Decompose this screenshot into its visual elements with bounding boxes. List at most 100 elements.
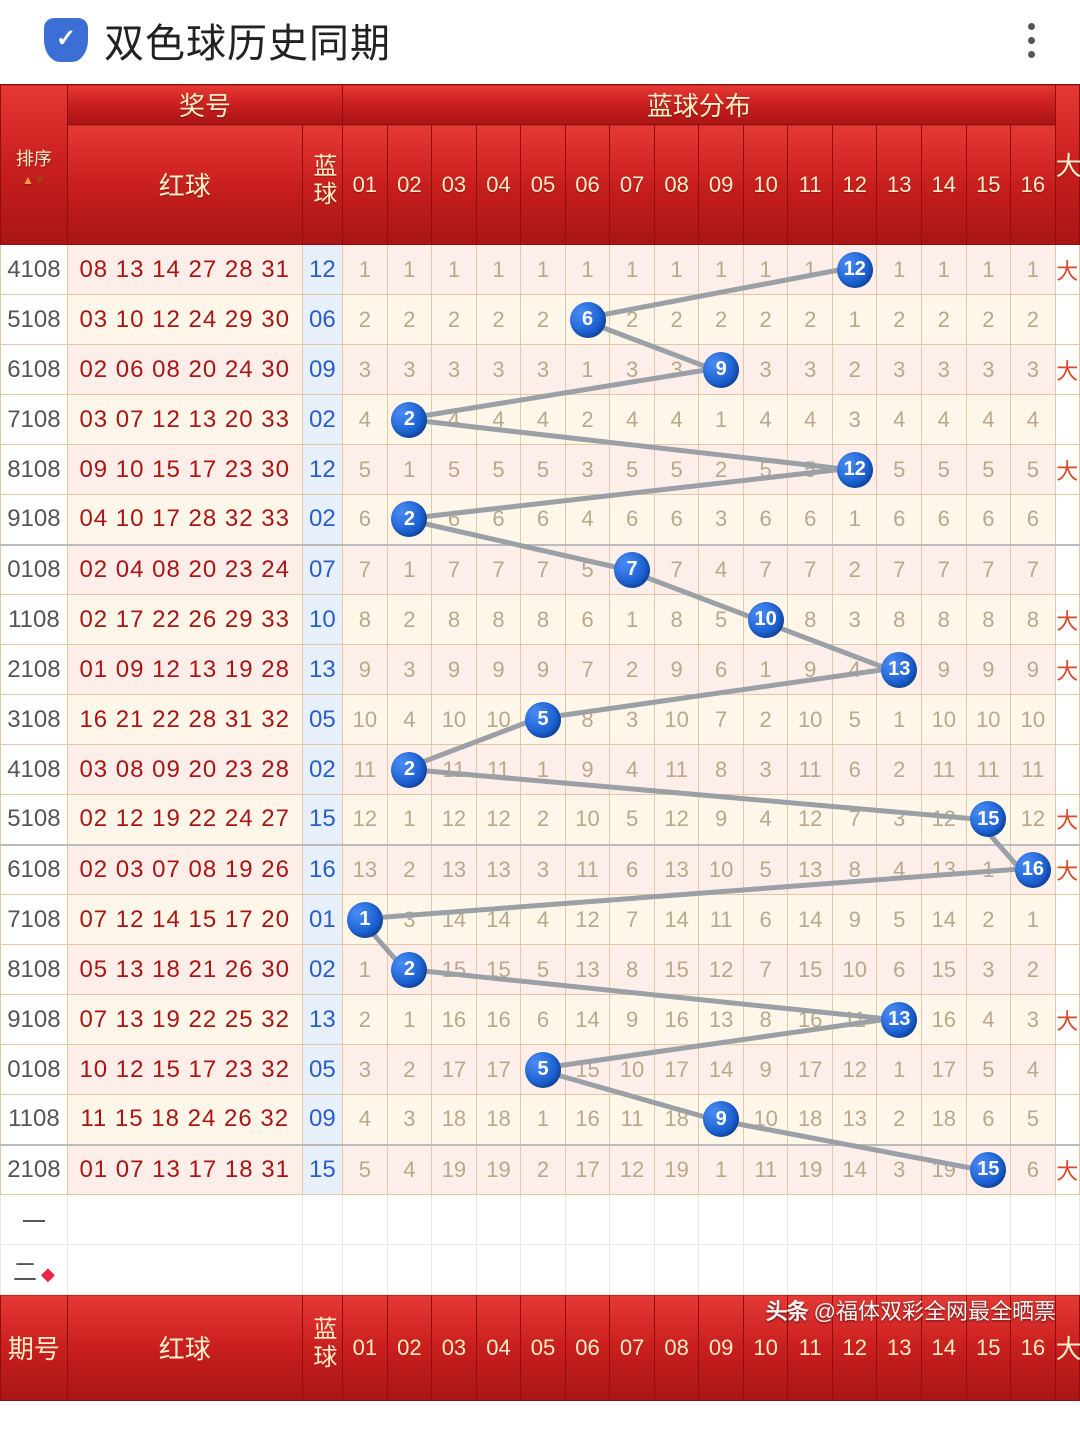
table-row: 710807 12 14 15 17 200113141441271411614… <box>1 895 1080 945</box>
pred-cell[interactable] <box>877 1195 922 1245</box>
blue-ball-hit: 2 <box>391 952 427 988</box>
cell-blue-ball: 06 <box>302 295 343 345</box>
pred-cell[interactable] <box>521 1245 566 1295</box>
cell-dist: 1 <box>610 595 655 645</box>
lottery-trend-table: 排序▲▼ 奖号 蓝球分布 大 红球 蓝球 0102030405060708091… <box>0 84 1080 1401</box>
cell-dist: 10 <box>610 1045 655 1095</box>
cell-dist: 17 <box>565 1145 610 1195</box>
cell-dist: 4 <box>1011 395 1056 445</box>
cell-dist: 3 <box>877 795 922 845</box>
cell-dist: 8 <box>788 595 833 645</box>
cell-dist: 14 <box>476 895 521 945</box>
cell-dist: 2 <box>966 295 1011 345</box>
tf-blue: 蓝球 <box>302 1295 343 1401</box>
pred-cell[interactable] <box>788 1195 833 1245</box>
cell-red-balls: 02 06 08 20 24 30 <box>67 345 302 395</box>
cell-edge: 大 <box>1055 245 1079 295</box>
table-row: 810805 13 18 21 26 300212151551381512715… <box>1 945 1080 995</box>
cell-dist: 5 <box>699 595 744 645</box>
pred-cell[interactable] <box>387 1245 432 1295</box>
cell-dist: 3 <box>743 345 788 395</box>
pred-cell[interactable] <box>521 1195 566 1245</box>
cell-dist: 15 <box>476 945 521 995</box>
pred-cell[interactable] <box>432 1195 477 1245</box>
pred-cell[interactable] <box>1055 1195 1079 1245</box>
cell-dist: 8 <box>699 745 744 795</box>
cell-dist: 9 <box>699 1095 744 1145</box>
cell-period: 5108 <box>1 295 68 345</box>
cell-dist: 2 <box>565 395 610 445</box>
pred-cell[interactable] <box>67 1245 302 1295</box>
pred-cell[interactable] <box>67 1195 302 1245</box>
th-num-12: 12 <box>832 125 877 245</box>
cell-dist: 1 <box>966 845 1011 895</box>
cell-dist: 6 <box>1011 495 1056 545</box>
pred-cell[interactable] <box>922 1245 967 1295</box>
cell-dist: 1 <box>387 245 432 295</box>
pred-cell[interactable] <box>832 1245 877 1295</box>
blue-ball-hit: 2 <box>391 752 427 788</box>
pred-cell[interactable] <box>565 1195 610 1245</box>
th-num-02: 02 <box>387 125 432 245</box>
table-row: 110811 15 18 24 26 320943181811611189101… <box>1 1095 1080 1145</box>
pred-cell[interactable] <box>1055 1245 1079 1295</box>
cell-blue-ball: 02 <box>302 395 343 445</box>
cell-dist: 3 <box>832 595 877 645</box>
cell-dist: 1 <box>521 745 566 795</box>
cell-dist: 10 <box>832 945 877 995</box>
pred-cell[interactable] <box>966 1195 1011 1245</box>
cell-blue-ball: 07 <box>302 545 343 595</box>
pred-cell[interactable] <box>565 1245 610 1295</box>
pred-cell[interactable] <box>654 1195 699 1245</box>
cell-blue-ball: 09 <box>302 1095 343 1145</box>
cell-edge <box>1055 495 1079 545</box>
cell-dist: 2 <box>877 1095 922 1145</box>
cell-dist: 4 <box>699 545 744 595</box>
pred-cell[interactable] <box>1011 1195 1056 1245</box>
pred-cell[interactable] <box>699 1245 744 1295</box>
pred-cell[interactable] <box>610 1245 655 1295</box>
pred-cell[interactable] <box>743 1245 788 1295</box>
pred-cell[interactable] <box>610 1195 655 1245</box>
pred-cell[interactable] <box>654 1245 699 1295</box>
pred-cell[interactable] <box>432 1245 477 1295</box>
pred-cell[interactable] <box>788 1245 833 1295</box>
cell-dist: 8 <box>521 595 566 645</box>
th-sort[interactable]: 排序▲▼ <box>1 85 68 245</box>
cell-dist: 4 <box>743 795 788 845</box>
pred-cell[interactable] <box>302 1245 343 1295</box>
table-row: 910807 13 19 22 25 321321161661491613816… <box>1 995 1080 1045</box>
pred-cell[interactable] <box>966 1245 1011 1295</box>
pred-cell[interactable] <box>387 1195 432 1245</box>
tf-num-05: 05 <box>521 1295 566 1401</box>
pred-cell[interactable] <box>476 1245 521 1295</box>
th-edge: 大 <box>1055 85 1079 245</box>
pred-cell[interactable] <box>699 1195 744 1245</box>
cell-dist: 5 <box>432 445 477 495</box>
cell-blue-ball: 01 <box>302 895 343 945</box>
blue-ball-hit: 1 <box>347 902 383 938</box>
pred-cell[interactable] <box>877 1245 922 1295</box>
pred-cell[interactable] <box>302 1195 343 1245</box>
pred-cell[interactable] <box>1011 1245 1056 1295</box>
cell-dist: 1 <box>877 245 922 295</box>
cell-dist: 8 <box>432 595 477 645</box>
pred-cell[interactable] <box>343 1195 388 1245</box>
cell-dist: 1 <box>565 245 610 295</box>
pred-cell[interactable] <box>476 1195 521 1245</box>
more-menu-icon[interactable] <box>1016 23 1056 58</box>
pred-cell[interactable] <box>832 1195 877 1245</box>
pred-cell[interactable] <box>743 1195 788 1245</box>
cell-dist: 13 <box>565 945 610 995</box>
cell-dist: 1 <box>343 895 388 945</box>
pred-cell[interactable] <box>343 1245 388 1295</box>
cell-dist: 19 <box>788 1145 833 1195</box>
cell-dist: 10 <box>743 1095 788 1145</box>
cell-dist: 2 <box>387 595 432 645</box>
cell-dist: 19 <box>432 1145 477 1195</box>
cell-dist: 6 <box>966 495 1011 545</box>
pred-cell[interactable] <box>922 1195 967 1245</box>
cell-dist: 13 <box>877 995 922 1045</box>
cell-dist: 5 <box>521 695 566 745</box>
cell-edge <box>1055 395 1079 445</box>
